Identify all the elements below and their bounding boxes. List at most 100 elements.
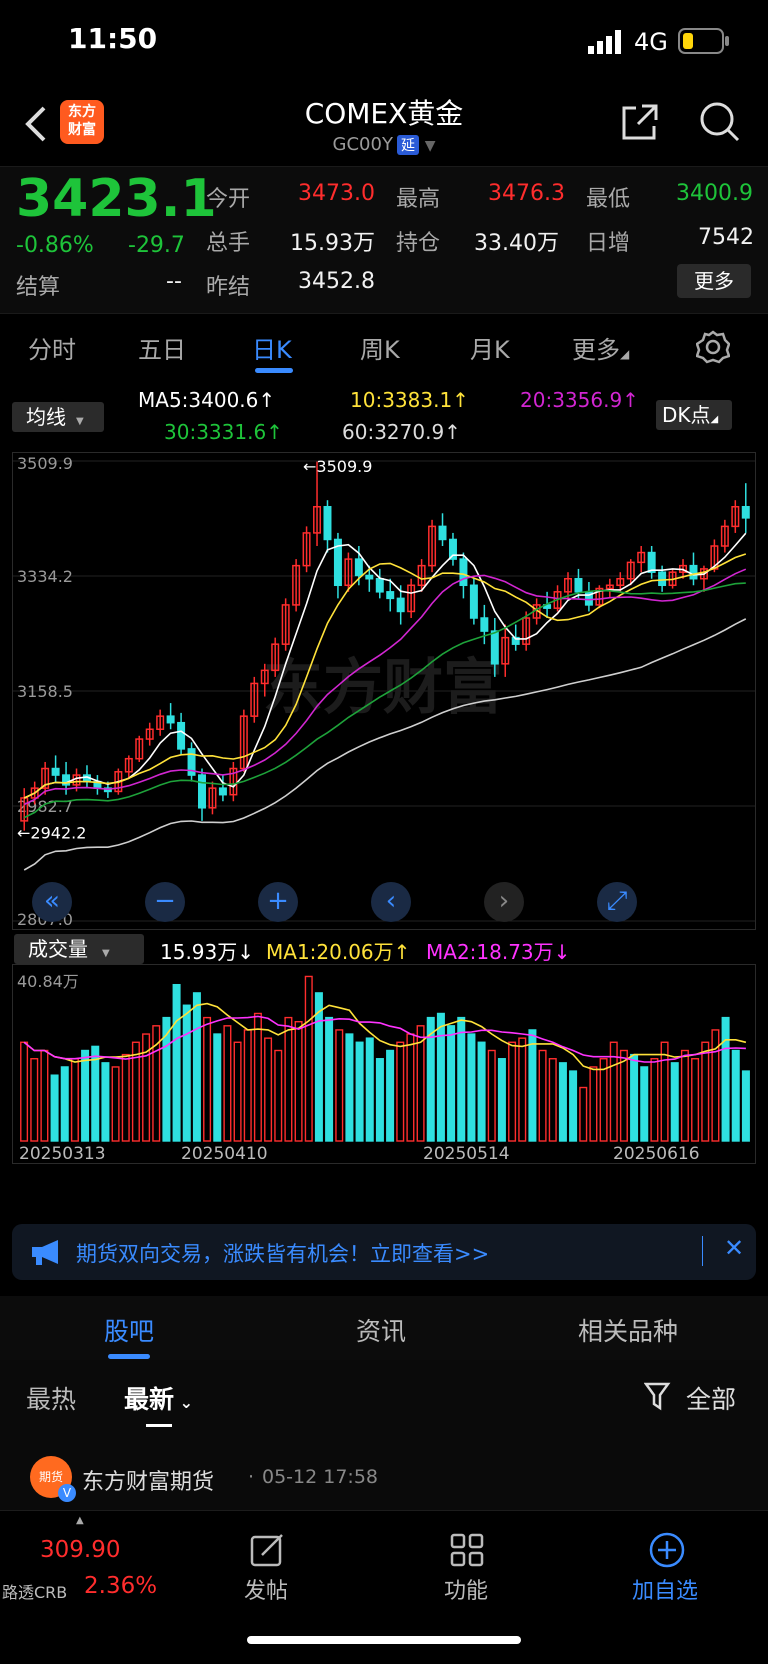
candle-body [229,767,238,796]
scroll-right-icon[interactable]: › [484,882,524,922]
volume-bar [40,1049,49,1142]
function-label[interactable]: 功能 [444,1579,489,1604]
volume-bar [111,1066,120,1142]
high-label: 最高 [396,187,441,212]
tab-related[interactable]: 相关品种 [578,1317,679,1346]
more-button[interactable]: 更多 [677,264,751,298]
crb-value[interactable]: 309.90 [40,1537,121,1563]
volume-bar [91,1045,100,1142]
volume-bar [579,1086,588,1142]
tab-weekly-k[interactable]: 周K [360,336,400,364]
filter-all[interactable]: 全部 [686,1385,737,1414]
filter-icon[interactable] [644,1382,672,1412]
forum-tab-indicator [108,1354,150,1359]
volume-bar [304,975,313,1142]
volume-select[interactable]: 成交量 ▼ [14,934,144,964]
candle-body [564,577,572,593]
prev-settle-value: 3452.8 [298,269,375,294]
candle-body [281,604,290,645]
candle-body [239,715,248,770]
add-circle-icon[interactable] [648,1531,686,1569]
back-icon[interactable] [24,104,50,144]
volume-bar [497,1058,506,1142]
volume-bar [223,1025,232,1142]
volume-bar [477,1041,486,1142]
ma60-line [23,618,747,871]
caret-up-icon: ▲ [76,1515,84,1526]
add-watchlist-label[interactable]: 加自选 [632,1579,699,1604]
close-icon[interactable]: ✕ [724,1234,745,1262]
volume-bar [589,1066,598,1142]
volume-current: 15.93万↓ [160,940,255,964]
author-avatar[interactable]: 期货 [30,1456,72,1498]
x-tick-label: 20250514 [423,1144,510,1163]
post-label[interactable]: 发帖 [244,1579,289,1604]
fullscreen-icon[interactable]: ⤢ [597,882,637,922]
volume-bar [691,1058,700,1142]
candle-body [30,787,39,799]
volume-value: 15.93万 [290,231,375,256]
volume-bar [264,1037,273,1142]
candle-body [459,558,468,587]
tab-more[interactable]: 更多◢ [572,336,630,364]
promo-banner[interactable]: 期货双向交易，涨跌皆有机会！立即查看>> ✕ [12,1224,756,1280]
candle-body [271,643,280,672]
tab-monthly-k[interactable]: 月K [470,336,510,364]
tab-minute[interactable]: 分时 [28,336,76,364]
candle-body [637,551,646,564]
tab-news[interactable]: 资讯 [356,1317,407,1346]
network-label: 4G [634,28,668,56]
candle-body [51,767,60,776]
volume-bar [396,1041,405,1142]
volume-bar [416,1025,425,1142]
filter-new[interactable]: 最新 ⌄ [124,1385,193,1414]
app-logo: 东方 财富 [60,100,104,144]
status-time: 11:50 [68,22,158,55]
candlestick-svg: 3509.93334.23158.52982.72807.0东方财富←3509.… [13,454,755,929]
candle-body [511,636,520,645]
volume-bar [50,1074,59,1142]
volume-bar [447,1025,456,1142]
share-icon[interactable] [618,100,662,144]
tab-daily-k[interactable]: 日K [252,336,292,364]
volume-chart[interactable]: 40.84万 20250313 20250410 20250514 20250616 [12,964,756,1164]
candle-body [741,505,750,519]
volume-bar [528,1029,537,1142]
volume-bar [640,1066,649,1142]
search-icon[interactable] [698,100,742,144]
signal-icon [588,30,621,54]
crb-change: 2.36% [84,1573,158,1599]
author-name[interactable]: 东方财富期货 [82,1470,215,1495]
volume-bar [558,1062,567,1142]
verified-icon: V [58,1484,76,1502]
indicator-select[interactable]: 均线 ▼ [12,402,104,432]
volume-bar [619,1049,628,1142]
delay-badge: 延 [396,135,419,155]
scroll-left-icon[interactable]: ‹ [371,882,411,922]
tab-forum[interactable]: 股吧 [104,1317,155,1346]
candle-body [501,636,510,665]
candle-body [124,757,133,773]
y-tick-label: 3158.5 [17,682,73,701]
candle-body [302,532,311,567]
candle-body [522,617,531,645]
ma10-label: 10:3383.1↑ [350,388,469,412]
edit-post-icon[interactable] [250,1533,286,1569]
candlestick-chart[interactable]: 3509.93334.23158.52982.72807.0东方财富←3509.… [12,452,756,930]
daily-inc-label: 日增 [586,231,631,256]
filter-hot[interactable]: 最热 [26,1385,77,1414]
contract-code[interactable]: GC00Y 延 ▼ [0,134,768,155]
change-value: -29.7 [128,233,185,258]
ma20-line [23,568,747,806]
zoom-out-icon[interactable]: − [145,882,185,922]
dk-point-button[interactable]: DK点◢ [656,400,732,430]
apps-grid-icon[interactable] [450,1533,486,1569]
jump-start-icon[interactable]: « [32,882,72,922]
change-pct: -0.86% [16,233,94,258]
max-price-label: ←3509.9 [303,457,372,476]
tab-five-day[interactable]: 五日 [138,336,186,364]
settings-gear-icon[interactable] [696,330,730,364]
candle-body [396,597,405,613]
candle-body [469,584,478,619]
zoom-in-icon[interactable]: + [258,882,298,922]
